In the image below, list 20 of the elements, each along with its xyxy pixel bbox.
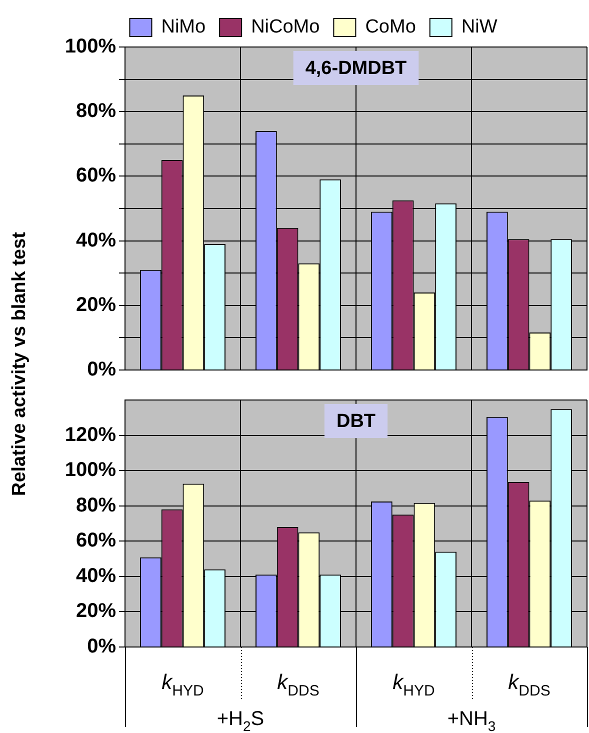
- y-tick-label: 20%: [76, 294, 116, 316]
- y-tick-label: 100%: [64, 459, 116, 482]
- legend-label: NiW: [461, 16, 498, 38]
- legend-label: NiCoMo: [251, 16, 320, 38]
- y-tick-label: 0%: [87, 358, 116, 381]
- y-tick-label: 120%: [64, 424, 116, 446]
- y-tick-label: 80%: [76, 494, 116, 516]
- y-tick-label: 40%: [76, 564, 116, 587]
- text: DBT: [336, 411, 376, 432]
- y-tick-label: 0%: [87, 636, 116, 658]
- y-tick-label: 60%: [76, 164, 116, 187]
- y-tick-label: 80%: [76, 100, 116, 122]
- y-tick-label: 20%: [76, 600, 116, 622]
- legend-label: CoMo: [365, 16, 416, 38]
- y-tick-label: 40%: [76, 229, 116, 252]
- y-tick-label: 100%: [64, 36, 116, 58]
- text: 4,6-DMDBT: [305, 58, 408, 80]
- y-tick-label: 60%: [76, 530, 116, 552]
- legend-label: NiMo: [161, 16, 206, 38]
- y-axis-title: Relative activity vs blank test: [9, 232, 31, 496]
